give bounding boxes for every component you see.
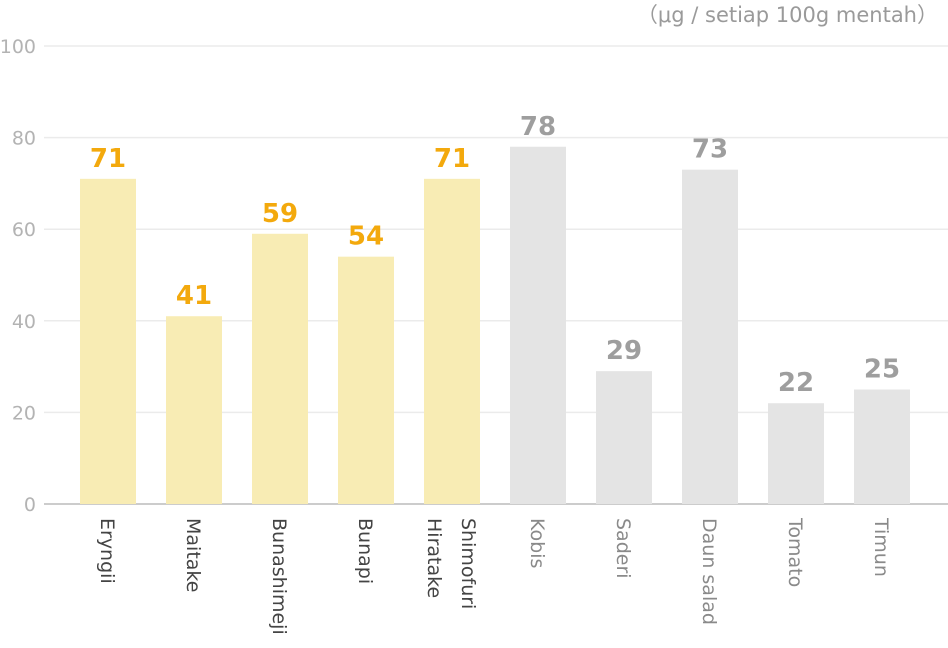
x-tick-label-line: Bunashimeji bbox=[268, 518, 290, 635]
value-label: 78 bbox=[520, 112, 556, 142]
x-tick-label-line: Daun salad bbox=[698, 518, 720, 625]
value-label: 25 bbox=[864, 355, 900, 385]
bar-eryngii bbox=[80, 178, 136, 504]
value-label: 73 bbox=[692, 135, 728, 165]
x-tick-label-line: Kobis bbox=[526, 518, 548, 568]
x-tick-label-line: Tomato bbox=[784, 517, 806, 587]
y-tick-label: 60 bbox=[12, 219, 36, 241]
value-label: 41 bbox=[176, 281, 212, 311]
value-label: 22 bbox=[778, 368, 814, 398]
value-label: 71 bbox=[90, 144, 126, 174]
x-tick-label: Bunapi bbox=[354, 518, 376, 584]
bar-tomato bbox=[768, 403, 824, 504]
x-tick-label-line: Shimofuri bbox=[457, 518, 479, 609]
y-tick-label: 40 bbox=[12, 311, 36, 333]
y-tick-label: 20 bbox=[12, 402, 36, 424]
bar-kobis bbox=[510, 146, 566, 504]
y-tick-label: 0 bbox=[24, 494, 36, 516]
x-tick-label: Saderi bbox=[612, 518, 634, 579]
x-tick-label: Kobis bbox=[526, 518, 548, 568]
x-tick-label-line: Eryngii bbox=[96, 518, 118, 584]
value-label: 29 bbox=[606, 336, 642, 366]
value-label: 59 bbox=[262, 199, 298, 229]
x-tick-label-line: Hiratake bbox=[423, 518, 445, 598]
x-tick-label: Eryngii bbox=[96, 518, 118, 584]
bar-saderi bbox=[596, 371, 652, 504]
bar-timun bbox=[854, 389, 910, 504]
y-tick-label: 80 bbox=[12, 128, 36, 150]
x-tick-label: Timun bbox=[870, 517, 892, 577]
y-tick-label: 100 bbox=[0, 36, 36, 58]
bar-shimofuri-hiratake bbox=[424, 178, 480, 504]
x-tick-label: Bunashimeji bbox=[268, 518, 290, 635]
bar-bunapi bbox=[338, 256, 394, 504]
x-tick-label: Tomato bbox=[784, 517, 806, 587]
value-label: 71 bbox=[434, 144, 470, 174]
x-tick-label-line: Saderi bbox=[612, 518, 634, 579]
x-tick-label-line: Timun bbox=[870, 517, 892, 577]
bar-bunashimeji bbox=[252, 233, 308, 504]
y-axis-ticks: 0 20 40 60 80 100 bbox=[0, 36, 36, 516]
value-label: 54 bbox=[348, 222, 384, 252]
bars bbox=[80, 146, 910, 504]
x-tick-label-line: Bunapi bbox=[354, 518, 376, 584]
x-axis-labels: Eryngii Maitake Bunashimeji Bunapi Shimofuri… bbox=[96, 517, 892, 635]
x-tick-label: Daun salad bbox=[698, 518, 720, 625]
value-labels: 71 41 59 54 71 78 29 73 22 25 bbox=[90, 112, 900, 398]
x-tick-label: Maitake bbox=[182, 518, 204, 592]
bar-daun-salad bbox=[682, 169, 738, 504]
bar-maitake bbox=[166, 316, 222, 504]
x-tick-label: Shimofuri Hiratake bbox=[423, 518, 479, 609]
x-tick-label-line: Maitake bbox=[182, 518, 204, 592]
unit-label: （μg / setiap 100g mentah） bbox=[637, 3, 938, 27]
